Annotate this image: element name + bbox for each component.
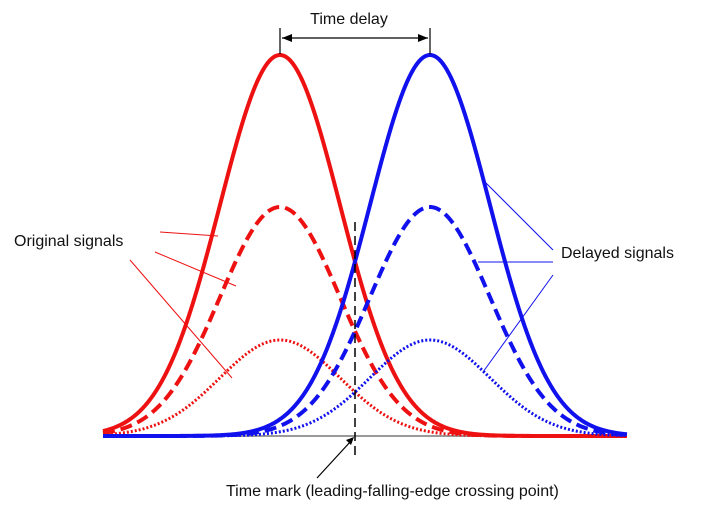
delayed-signal-full <box>103 53 628 438</box>
original-signals-callouts <box>129 231 237 379</box>
time-mark-label: Time mark (leading-falling-edge crossing… <box>226 483 559 500</box>
delayed-signal-dashed <box>103 205 628 438</box>
time-delay-dimension <box>279 28 431 54</box>
time-mark-arrow <box>316 437 354 479</box>
original-signals-label: Original signals <box>14 233 123 250</box>
original-signal-dotted <box>102 338 627 438</box>
delayed-signal-dotted <box>103 338 628 438</box>
time-delay-label: Time delay <box>310 11 388 28</box>
original-signals <box>102 53 627 438</box>
delayed-signals-callouts <box>478 179 554 373</box>
delayed-signals <box>103 53 628 438</box>
delayed-signals-label: Delayed signals <box>561 245 674 262</box>
